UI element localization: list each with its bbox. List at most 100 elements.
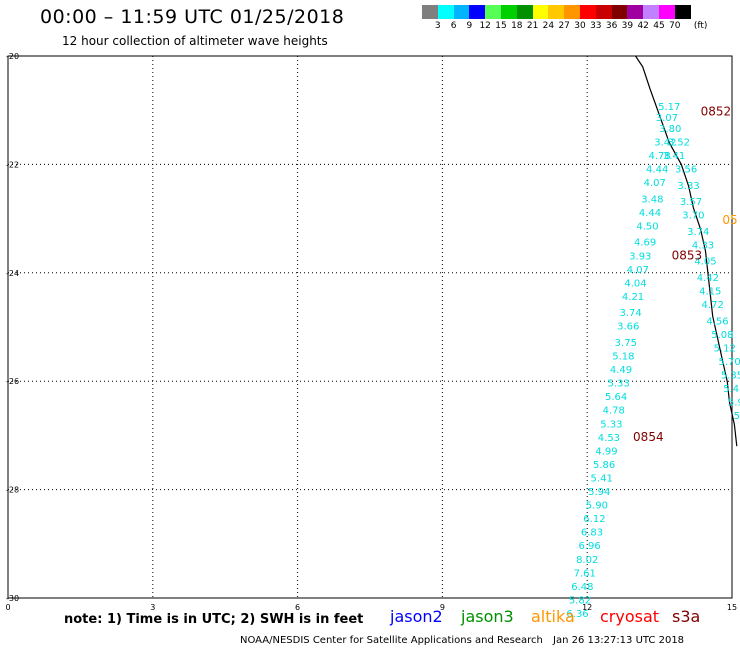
wave-height-label: 4.42 (697, 273, 719, 284)
wave-height-label: 5.35 (721, 370, 740, 381)
wave-height-label: 3.42 (654, 137, 676, 148)
lat-tick-label: -30 (6, 594, 19, 603)
lat-tick-label: -24 (6, 269, 19, 278)
wave-height-label: 3.66 (617, 322, 639, 333)
legend-swatch (422, 5, 438, 19)
wave-height-label: 4.78 (603, 406, 625, 417)
legend-swatch (532, 5, 549, 19)
lon-tick-label: 0 (5, 603, 10, 612)
legend-swatch (437, 5, 454, 19)
lat-tick-label: -22 (6, 160, 19, 169)
wave-height-label: 4.07 (644, 178, 666, 189)
time-label: 0852 (701, 105, 732, 119)
wave-height-label: 4.04 (624, 278, 646, 289)
legend-label: 39 (621, 21, 634, 31)
wave-height-label: 6.83 (581, 528, 603, 539)
wave-height-label: 6.48 (571, 582, 593, 593)
wave-height-label: 3.52 (668, 137, 690, 148)
satellite-label-altika: altika (531, 607, 575, 626)
legend-label: 18 (511, 21, 523, 31)
wave-height-label: 4.49 (610, 365, 632, 376)
satellite-label-s3a: s3a (672, 607, 701, 626)
legend-label: 42 (637, 21, 649, 31)
wave-height-label: 5.08 (711, 330, 733, 341)
wave-height-label: 4.72 (702, 300, 724, 311)
legend-label: 30 (574, 21, 586, 31)
wave-height-label: 5.9 (728, 398, 740, 409)
legend-swatch (485, 5, 501, 19)
wave-height-label: 4.50 (636, 221, 658, 232)
wave-height-label: 4.56 (706, 316, 728, 327)
wave-height-label: 5.33 (607, 379, 629, 390)
wave-height-label: 5.33 (600, 419, 622, 430)
legend-label: 70 (669, 21, 681, 31)
legend-swatch (500, 5, 517, 19)
wave-height-label: 7.61 (574, 568, 596, 579)
wave-height-label: 4.07 (627, 265, 649, 276)
legend-label: 9 (466, 21, 473, 31)
wave-height-label: 3.41 (663, 151, 685, 162)
legend-label: 24 (542, 21, 555, 31)
wave-height-label: 3.33 (677, 181, 699, 192)
credit-text: NOAA/NESDIS Center for Satellite Applica… (240, 635, 543, 646)
wave-height-label: 4.44 (646, 165, 668, 176)
satellite-label-jason3: jason3 (461, 607, 514, 626)
wave-height-label: 4.15 (699, 286, 721, 297)
wave-height-label: 5.18 (612, 352, 634, 363)
lat-tick-label: -20 (6, 52, 19, 61)
wave-height-label: 3.07 (656, 113, 678, 124)
wave-height-label: 3.57 (680, 197, 702, 208)
wave-height-label: 5.43 (723, 384, 740, 395)
legend-label: 27 (558, 21, 570, 31)
wave-height-label: 3.74 (687, 227, 709, 238)
lon-tick-label: 15 (727, 603, 737, 612)
wave-height-label: 4.78 (648, 151, 670, 162)
legend-label: 15 (495, 21, 507, 31)
wave-height-label: 5.94 (588, 487, 610, 498)
wave-height-label: 4.99 (595, 446, 617, 457)
wave-height-label: 6.36 (566, 609, 588, 620)
wave-height-label: 4.05 (694, 257, 716, 268)
legend-label: 45 (653, 21, 665, 31)
wave-height-label: 3.75 (615, 338, 637, 349)
legend-swatch (611, 5, 628, 19)
legend-swatch (595, 5, 612, 19)
map-frame (7, 55, 733, 599)
satellite-label-jason2: jason2 (390, 607, 443, 626)
map-title: 00:00 – 11:59 UTC 01/25/2018 (40, 6, 345, 28)
legend-swatch (516, 5, 533, 19)
coastline (635, 55, 738, 447)
wave-height-label: 4.53 (598, 433, 620, 444)
wave-height-label: 5.17 (658, 102, 680, 113)
time-label: 0854 (633, 430, 664, 444)
timestamp-text: Jan 26 13:27:13 UTC 2018 (553, 635, 685, 646)
legend-labels: 3 6 9 12 15 18 21 24 27 30 33 36 39 42 45 70 (ft) (422, 19, 732, 33)
legend-swatch (674, 5, 691, 19)
lon-tick-label: 6 (295, 603, 300, 612)
legend-unit: (ft) (693, 21, 708, 31)
wave-height-label: 5.70 (718, 357, 740, 368)
wave-height-label: 3.56 (675, 165, 697, 176)
wave-height-label: 4.69 (634, 238, 656, 249)
legend-swatch (564, 5, 580, 19)
wave-height-label: 3.93 (629, 251, 651, 262)
lat-tick-label: -28 (6, 486, 19, 495)
wave-height-label: 5.41 (591, 473, 613, 484)
lat-tick-label: -26 (6, 377, 19, 386)
wave-height-label: 5.12 (714, 343, 736, 354)
wave-height-label: 3.80 (659, 124, 681, 135)
wave-height-label: 3.74 (620, 308, 642, 319)
legend-swatch (627, 5, 644, 19)
units-note: note: 1) Time is in UTC; 2) SWH is in fe… (64, 612, 364, 627)
wave-height-label: 5 (734, 411, 740, 422)
legend-label: 12 (479, 21, 491, 31)
wave-height-label: 5.64 (605, 392, 627, 403)
legend-label: 33 (590, 21, 602, 31)
time-label: 0853 (672, 248, 703, 262)
legend-label: 21 (526, 21, 539, 31)
wave-height-label: 5.86 (593, 460, 615, 471)
wave-height-label: 6.96 (578, 541, 600, 552)
legend-swatches (422, 5, 732, 19)
legend-swatch (548, 5, 565, 19)
